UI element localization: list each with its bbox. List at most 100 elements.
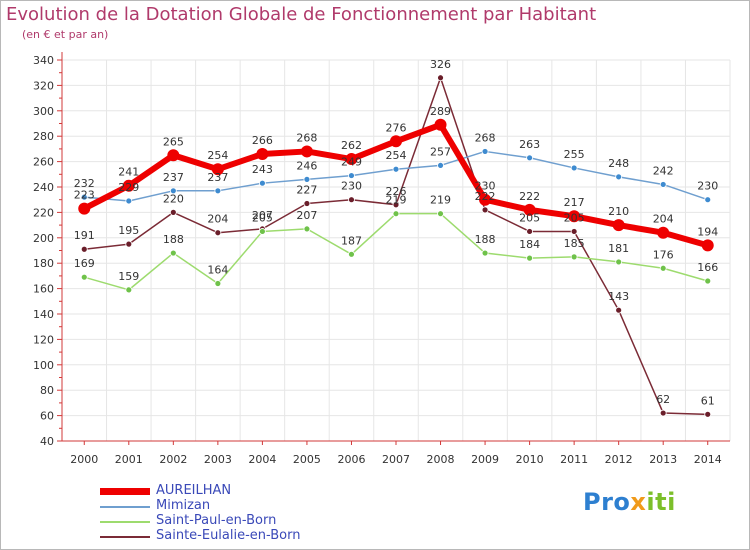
data-label-aureilhan: 241 — [118, 166, 139, 179]
data-label-aureilhan: 276 — [386, 121, 407, 134]
data-label-aureilhan: 222 — [519, 190, 540, 203]
data-label-aureilhan: 194 — [697, 225, 718, 238]
y-tick-label: 80 — [40, 384, 54, 397]
data-label-saint-paul-en-born: 164 — [207, 264, 228, 277]
x-tick-label: 2004 — [248, 453, 276, 466]
data-point-aureilhan — [701, 239, 714, 252]
legend-label-sainte-eulalie-en-born: Sainte-Eulalie-en-Born — [156, 528, 301, 543]
data-label-saint-paul-en-born: 169 — [74, 257, 95, 270]
data-point-sainte-eulalie-en-born — [392, 201, 400, 209]
data-point-mimizan — [169, 187, 177, 195]
data-point-saint-paul-en-born — [615, 258, 623, 266]
data-label-mimizan: 254 — [386, 149, 407, 162]
y-tick-label: 120 — [33, 333, 54, 346]
data-point-sainte-eulalie-en-born — [214, 229, 222, 237]
chart-title: Evolution de la Dotation Globale de Fonc… — [6, 4, 597, 25]
x-tick-label: 2003 — [204, 453, 232, 466]
data-label-saint-paul-en-born: 185 — [564, 237, 585, 250]
data-point-sainte-eulalie-en-born — [125, 240, 133, 248]
data-point-aureilhan — [434, 118, 447, 131]
data-point-mimizan — [615, 173, 623, 181]
x-tick-label: 2005 — [293, 453, 321, 466]
y-tick-label: 160 — [33, 283, 54, 296]
data-label-saint-paul-en-born: 187 — [341, 234, 362, 247]
data-point-mimizan — [258, 179, 266, 187]
data-label-saint-paul-en-born: 181 — [608, 242, 629, 255]
data-point-mimizan — [214, 187, 222, 195]
x-tick-label: 2011 — [560, 453, 588, 466]
data-label-sainte-eulalie-en-born: 191 — [74, 229, 95, 242]
data-label-sainte-eulalie-en-born: 143 — [608, 290, 629, 303]
legend-label-mimizan: Mimizan — [156, 498, 211, 513]
data-label-aureilhan: 265 — [163, 135, 184, 148]
data-point-saint-paul-en-born — [214, 280, 222, 287]
data-label-saint-paul-en-born: 166 — [697, 261, 718, 274]
data-point-aureilhan — [256, 147, 269, 160]
data-label-mimizan: 248 — [608, 157, 629, 170]
data-label-saint-paul-en-born: 219 — [430, 194, 451, 207]
x-tick-label: 2012 — [605, 453, 633, 466]
data-point-mimizan — [80, 193, 88, 201]
data-label-sainte-eulalie-en-born: 205 — [564, 211, 585, 224]
data-label-sainte-eulalie-en-born: 230 — [341, 180, 362, 193]
data-label-aureilhan: 210 — [608, 205, 629, 218]
data-point-saint-paul-en-born — [570, 253, 578, 261]
data-point-aureilhan — [211, 163, 224, 176]
legend-swatch-sainte-eulalie-en-born — [100, 536, 150, 538]
data-label-mimizan: 229 — [118, 181, 139, 194]
data-label-mimizan: 249 — [341, 156, 362, 169]
data-label-mimizan: 268 — [475, 131, 496, 144]
data-point-aureilhan — [122, 179, 135, 192]
y-tick-label: 320 — [33, 79, 54, 92]
data-point-aureilhan — [657, 226, 670, 239]
data-point-aureilhan — [390, 135, 402, 148]
x-tick-label: 2007 — [382, 453, 410, 466]
data-point-mimizan — [659, 181, 667, 188]
line-chart: 40 60 80 100 120 140 160 180 200 220 240 260 280 300 3… — [33, 52, 731, 466]
data-point-sainte-eulalie-en-born — [526, 228, 533, 235]
data-point-saint-paul-en-born — [169, 249, 177, 257]
data-point-aureilhan — [78, 202, 91, 215]
data-point-sainte-eulalie-en-born — [348, 196, 355, 204]
x-tick-label: 2010 — [516, 453, 544, 466]
data-label-saint-paul-en-born: 184 — [519, 238, 540, 251]
data-label-mimizan: 230 — [697, 180, 718, 193]
data-point-mimizan — [481, 148, 489, 155]
data-label-aureilhan: 217 — [564, 196, 585, 209]
data-point-sainte-eulalie-en-born — [481, 206, 489, 214]
x-tick-label: 2009 — [471, 453, 499, 466]
data-point-sainte-eulalie-en-born — [704, 410, 712, 418]
data-label-sainte-eulalie-en-born: 222 — [475, 190, 496, 203]
data-point-sainte-eulalie-en-born — [659, 409, 667, 417]
y-tick-label: 240 — [33, 181, 54, 194]
data-label-saint-paul-en-born: 219 — [386, 194, 407, 207]
x-tick-label: 2008 — [427, 453, 455, 466]
x-tick-label: 2000 — [70, 453, 98, 466]
data-label-sainte-eulalie-en-born: 226 — [386, 185, 407, 198]
legend-label-aureilhan: AUREILHAN — [156, 483, 232, 498]
legend-swatch-saint-paul-en-born — [100, 521, 150, 523]
data-label-sainte-eulalie-en-born: 227 — [296, 184, 317, 197]
data-point-sainte-eulalie-en-born — [437, 74, 444, 82]
data-point-sainte-eulalie-en-born — [80, 245, 88, 253]
data-point-mimizan — [125, 197, 133, 205]
data-point-sainte-eulalie-en-born — [615, 306, 623, 314]
data-label-mimizan: 237 — [163, 171, 184, 184]
y-tick-label: 140 — [33, 308, 54, 321]
data-point-mimizan — [437, 162, 444, 169]
data-point-saint-paul-en-born — [437, 210, 444, 218]
data-point-saint-paul-en-born — [526, 254, 533, 262]
y-tick-label: 180 — [33, 257, 54, 270]
data-label-mimizan: 263 — [519, 138, 540, 151]
data-label-sainte-eulalie-en-born: 205 — [519, 211, 540, 224]
y-tick-label: 60 — [40, 410, 54, 423]
data-point-aureilhan — [167, 149, 180, 162]
data-label-aureilhan: 268 — [296, 131, 317, 144]
data-label-mimizan: 257 — [430, 145, 451, 158]
data-label-mimizan: 237 — [207, 171, 228, 184]
data-point-sainte-eulalie-en-born — [169, 208, 177, 216]
data-point-saint-paul-en-born — [125, 286, 133, 294]
y-tick-label: 260 — [33, 156, 54, 169]
y-tick-label: 100 — [33, 359, 54, 372]
legend-swatch-aureilhan — [100, 488, 150, 495]
